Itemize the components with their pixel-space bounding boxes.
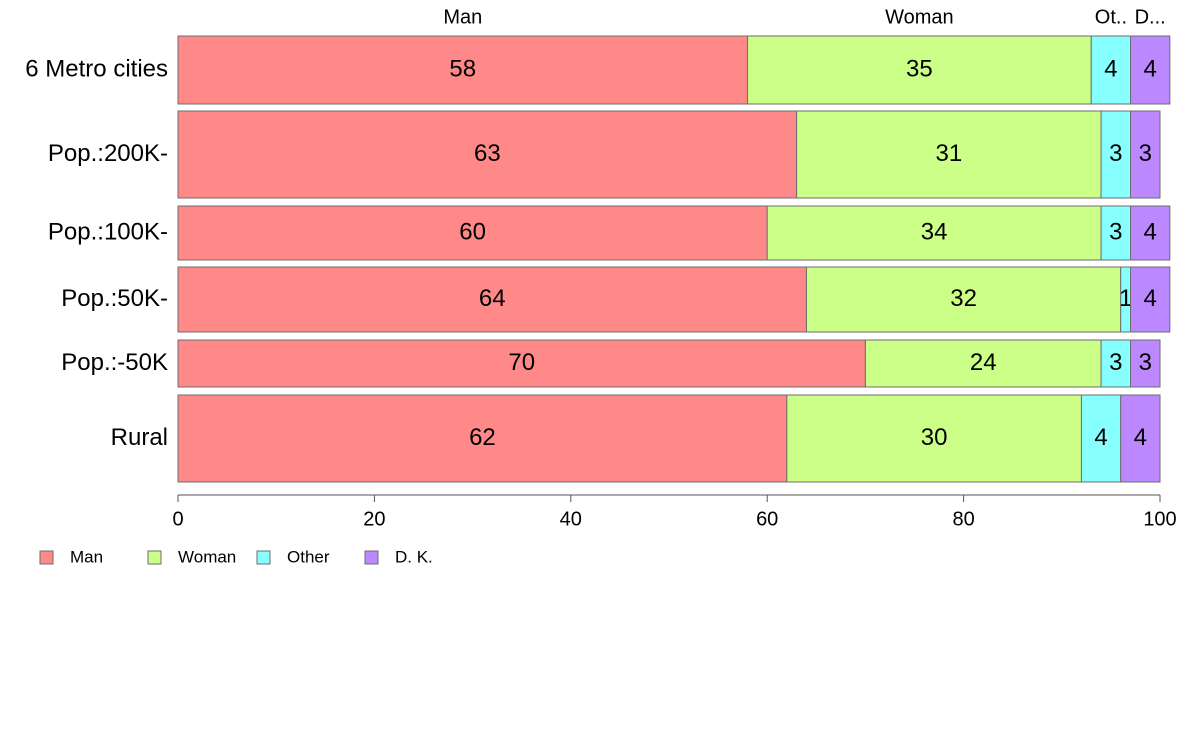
row-labels: 6 Metro cities Pop.:200K- Pop.:100K- Pop.:5… xyxy=(25,55,168,451)
bar-value-label: 3 xyxy=(1109,218,1122,245)
row-label-pop-200k: Pop.:200K- xyxy=(48,140,168,167)
bars: 58 35 4 463 31 3 360 34 3 464 32 1 470 24 3 362 30 4 4 xyxy=(177,35,1171,483)
legend-swatch-other xyxy=(256,550,271,565)
bar-segment-man xyxy=(177,110,798,199)
x-tick-label: 40 xyxy=(560,508,582,530)
bar-value-label: 64 xyxy=(479,285,506,312)
bar-segment-d-k xyxy=(1130,35,1171,105)
bar-segment-other xyxy=(1090,35,1132,105)
bar-segment-man xyxy=(177,35,749,105)
bar-value-label: 62 xyxy=(469,424,496,451)
column-header-d-k: D... xyxy=(1135,6,1166,28)
bar-value-label: 34 xyxy=(921,218,948,245)
bar-value-label: 3 xyxy=(1139,140,1152,167)
bar-segment-man xyxy=(177,266,807,333)
bar-value-label: 30 xyxy=(921,424,948,451)
bar-value-label: 58 xyxy=(449,55,476,82)
x-tick-label: 60 xyxy=(756,508,778,530)
x-tick-label: 100 xyxy=(1143,508,1176,530)
row-label-pop-100k: Pop.:100K- xyxy=(48,218,168,245)
row-label-pop-50k: Pop.:50K- xyxy=(61,285,168,312)
bar-segment-man xyxy=(177,205,768,261)
bar-value-label: 4 xyxy=(1134,424,1147,451)
bar-segment-woman xyxy=(864,339,1102,388)
bar-value-label: 63 xyxy=(474,140,501,167)
legend-label-man: Man xyxy=(70,547,103,566)
bar-segment-d-k xyxy=(1130,339,1161,388)
row-label-rural: Rural xyxy=(111,424,168,451)
column-header-woman: Woman xyxy=(885,6,954,28)
bar-value-label: 4 xyxy=(1144,285,1157,312)
column-header-man: Man xyxy=(443,6,482,28)
bar-value-label: 31 xyxy=(936,140,963,167)
bar-segment-d-k xyxy=(1130,110,1161,199)
legend-swatch-woman xyxy=(147,550,162,565)
legend-swatch-man xyxy=(39,550,54,565)
bar-value-label: 4 xyxy=(1144,55,1157,82)
x-axis: 0 20 40 60 80 100 xyxy=(172,494,1177,530)
bar-value-label: 4 xyxy=(1144,218,1157,245)
legend-label-d-k: D. K. xyxy=(395,547,433,566)
bar-value-label: 3 xyxy=(1109,349,1122,376)
bar-segment-d-k xyxy=(1120,394,1161,483)
bar-value-label: 60 xyxy=(459,218,486,245)
row-label-pop-50k: Pop.:-50K xyxy=(61,349,168,376)
bar-segment-other xyxy=(1100,110,1132,199)
bar-segment-woman xyxy=(805,266,1122,333)
legend-label-woman: Woman xyxy=(178,547,236,566)
column-header-other: Ot.. xyxy=(1095,6,1127,28)
bar-value-label: 32 xyxy=(950,285,977,312)
bar-segment-other xyxy=(1100,339,1132,388)
bar-value-label: 4 xyxy=(1104,55,1117,82)
bar-value-label: 3 xyxy=(1139,349,1152,376)
legend: Man Woman Other D. K. xyxy=(39,547,433,566)
x-tick-label: 20 xyxy=(363,508,385,530)
legend-label-other: Other xyxy=(287,547,330,566)
row-label-6-metro-cities: 6 Metro cities xyxy=(25,55,168,82)
bar-segment-woman xyxy=(747,35,1092,105)
bar-value-label: 4 xyxy=(1094,424,1107,451)
x-tick-label: 0 xyxy=(172,508,183,530)
column-headers: Man Woman Ot.. D... xyxy=(443,6,1165,28)
bar-value-label: 70 xyxy=(508,349,535,376)
bar-segment-man xyxy=(177,394,788,483)
bar-segment-d-k xyxy=(1130,205,1171,261)
bar-segment-man xyxy=(177,339,866,388)
x-tick-label: 80 xyxy=(952,508,974,530)
bar-value-label: 1 xyxy=(1119,285,1132,312)
bar-segment-d-k xyxy=(1130,266,1171,333)
bar-segment-woman xyxy=(786,394,1082,483)
bar-value-label: 35 xyxy=(906,55,933,82)
bar-segment-other xyxy=(1080,394,1122,483)
legend-swatch-d-k xyxy=(364,550,379,565)
bar-value-label: 3 xyxy=(1109,140,1122,167)
bar-value-label: 24 xyxy=(970,349,997,376)
bar-segment-woman xyxy=(766,205,1102,261)
bar-segment-woman xyxy=(796,110,1102,199)
